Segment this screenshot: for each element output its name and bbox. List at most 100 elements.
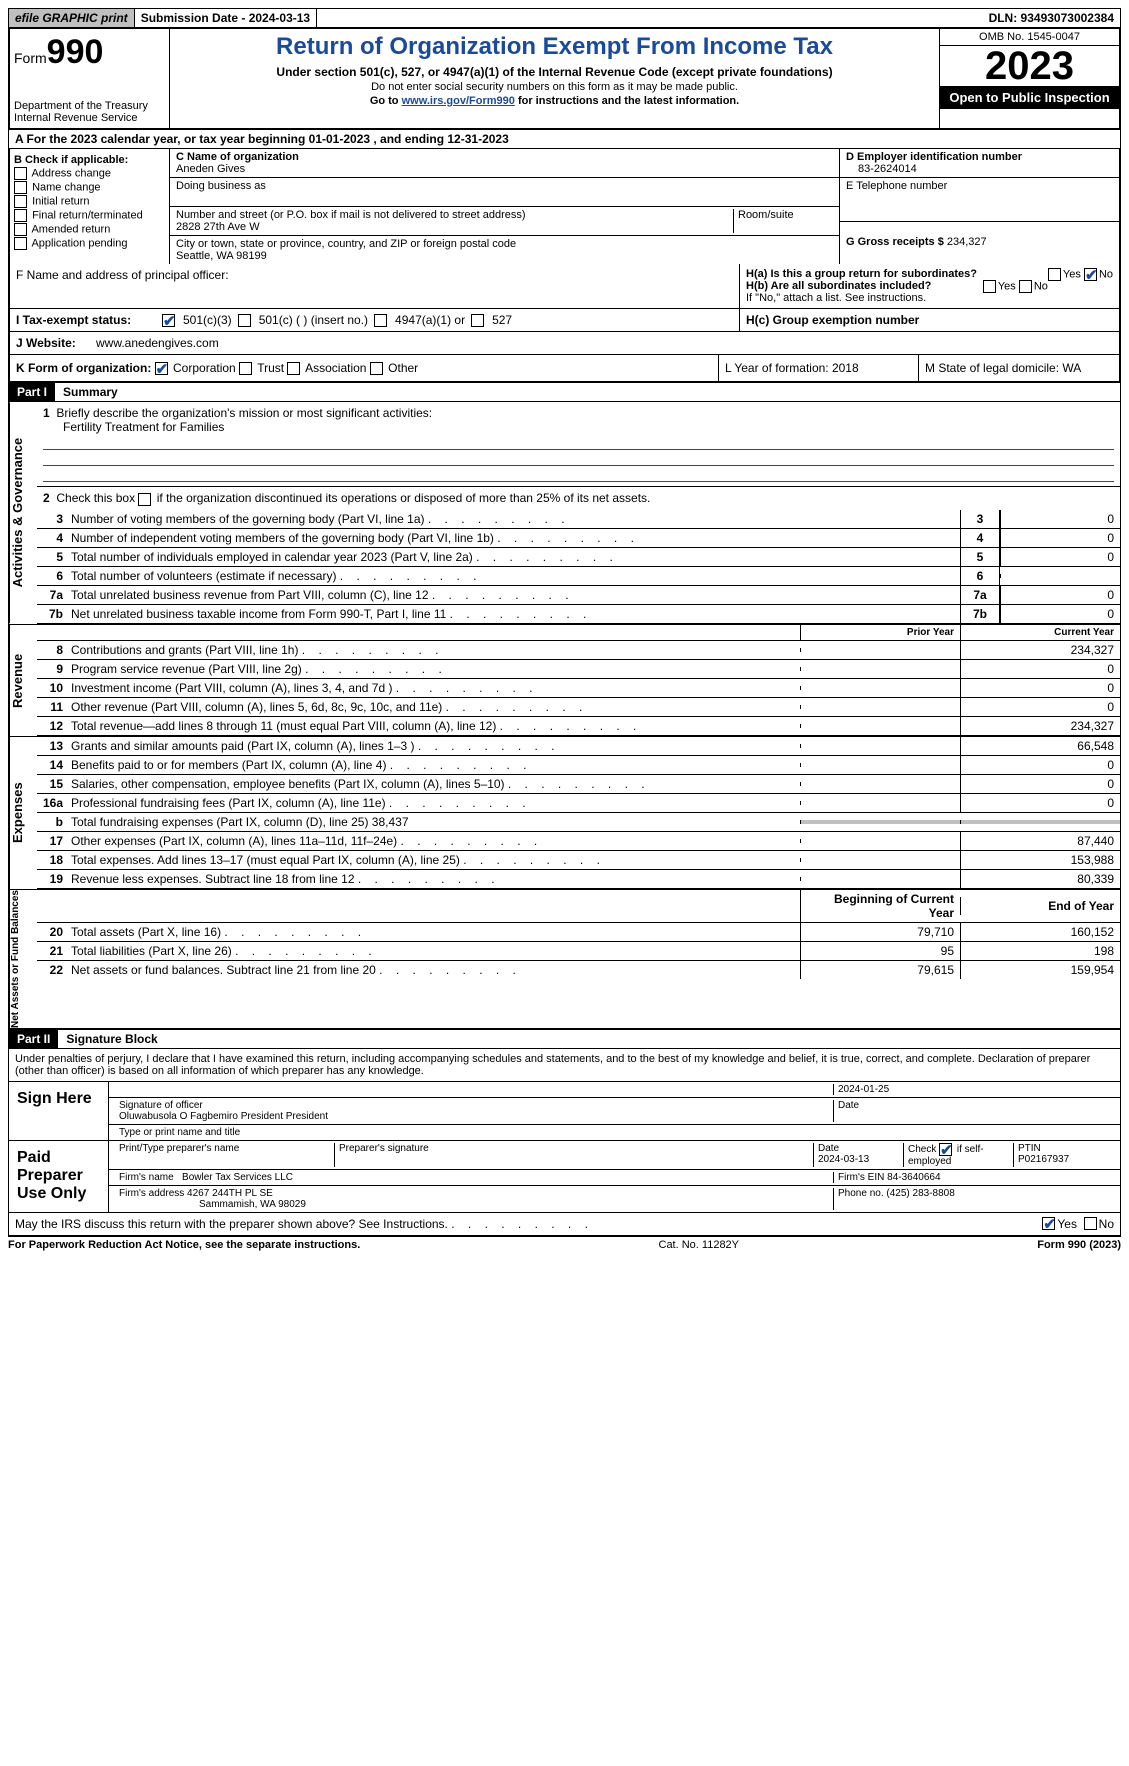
ssn-note: Do not enter social security numbers on …	[174, 81, 935, 93]
cb-discontinued[interactable]	[138, 493, 151, 506]
street-address: 2828 27th Ave W	[176, 221, 260, 233]
tax-exempt-label: I Tax-exempt status:	[16, 313, 156, 327]
cat-number: Cat. No. 11282Y	[360, 1239, 1037, 1251]
city-state-zip: Seattle, WA 98199	[176, 250, 267, 262]
org-name-label: C Name of organization	[176, 151, 299, 163]
ha-no[interactable]	[1084, 268, 1097, 281]
checkbox-address-change[interactable]	[14, 167, 27, 180]
form-year-footer: Form 990 (2023)	[1037, 1239, 1121, 1251]
revenue-section: Revenue Prior YearCurrent Year 8Contribu…	[8, 625, 1121, 737]
prep-date: 2024-03-13	[818, 1154, 869, 1165]
ptin: P02167937	[1018, 1154, 1069, 1165]
ha-yes[interactable]	[1048, 268, 1061, 281]
cb-assoc[interactable]	[287, 362, 300, 375]
sign-here-label: Sign Here	[9, 1082, 109, 1140]
irs-link[interactable]: www.irs.gov/Form990	[402, 95, 515, 107]
officer-label: F Name and address of principal officer:	[16, 268, 229, 282]
room-label: Room/suite	[738, 209, 794, 221]
goto-post: for instructions and the latest informat…	[515, 95, 739, 107]
netassets-section: Net Assets or Fund Balances Beginning of…	[8, 890, 1121, 1030]
prep-name-label: Print/Type preparer's name	[115, 1143, 335, 1167]
state-domicile: M State of legal domicile: WA	[919, 355, 1119, 381]
prep-sig-label: Preparer's signature	[335, 1143, 814, 1167]
top-bar: efile GRAPHIC print Submission Date - 20…	[8, 8, 1121, 28]
part2-title: Signature Block	[58, 1030, 165, 1048]
prior-year-hdr: Prior Year	[800, 625, 960, 640]
checkbox-name-change[interactable]	[14, 181, 27, 194]
form-title: Return of Organization Exempt From Incom…	[174, 33, 935, 61]
side-governance: Activities & Governance	[9, 402, 37, 623]
gross-receipts: 234,327	[947, 236, 987, 248]
irs-discuss-yes[interactable]	[1042, 1217, 1055, 1230]
mission-text: Fertility Treatment for Families	[43, 420, 224, 434]
cb-other[interactable]	[370, 362, 383, 375]
dba-label: Doing business as	[176, 180, 266, 192]
form-subtitle: Under section 501(c), 527, or 4947(a)(1)…	[174, 65, 935, 79]
line2-text: Check this box if the organization disco…	[56, 491, 650, 505]
expenses-section: Expenses 13Grants and similar amounts pa…	[8, 737, 1121, 890]
checkbox-final-return[interactable]	[14, 209, 27, 222]
hb-no[interactable]	[1019, 280, 1032, 293]
line-a: A For the 2023 calendar year, or tax yea…	[8, 130, 1121, 149]
side-netassets: Net Assets or Fund Balances	[9, 890, 37, 1028]
cb-trust[interactable]	[239, 362, 252, 375]
cb-corp[interactable]	[155, 362, 168, 375]
paid-preparer-label: Paid Preparer Use Only	[9, 1141, 109, 1212]
cb-501c[interactable]	[238, 314, 251, 327]
checkbox-initial-return[interactable]	[14, 195, 27, 208]
form-label: Form	[14, 50, 47, 66]
part2-header: Part II	[9, 1030, 58, 1048]
part1-title: Summary	[55, 383, 126, 401]
cb-501c3[interactable]	[162, 314, 175, 327]
form-header: Form990 Department of the Treasury Inter…	[8, 28, 1121, 130]
org-info-block: B Check if applicable: Address change Na…	[8, 149, 1121, 264]
tax-year: 2023	[940, 46, 1119, 86]
hb-label: H(b) Are all subordinates included?	[746, 280, 931, 292]
mission-label: Briefly describe the organization's miss…	[56, 406, 432, 420]
gross-receipts-label: G Gross receipts $	[846, 236, 947, 248]
cb-4947[interactable]	[374, 314, 387, 327]
telephone-label: E Telephone number	[846, 180, 947, 192]
firm-address: 4267 244TH PL SE	[187, 1188, 273, 1199]
may-irs-discuss: May the IRS discuss this return with the…	[15, 1217, 448, 1231]
city-label: City or town, state or province, country…	[176, 238, 516, 250]
dept-treasury: Department of the Treasury	[14, 100, 165, 112]
type-name-label: Type or print name and title	[115, 1127, 244, 1138]
signature-block: Under penalties of perjury, I declare th…	[8, 1049, 1121, 1236]
sig-officer-label: Signature of officer	[119, 1100, 203, 1111]
form-number: 990	[47, 33, 104, 71]
officer-name: Oluwabusola O Fagbemiro President Presid…	[119, 1111, 328, 1122]
checkbox-pending[interactable]	[14, 237, 27, 250]
ein-value: 83-2624014	[846, 163, 917, 175]
year-formation: L Year of formation: 2018	[719, 355, 919, 381]
side-expenses: Expenses	[9, 737, 37, 889]
current-year-hdr: Current Year	[960, 625, 1120, 640]
cb-527[interactable]	[471, 314, 484, 327]
goto-pre: Go to	[370, 95, 402, 107]
efile-label[interactable]: efile GRAPHIC print	[9, 9, 135, 27]
begin-year-hdr: Beginning of Current Year	[800, 890, 960, 922]
end-year-hdr: End of Year	[960, 897, 1120, 915]
ha-label: H(a) Is this a group return for subordin…	[746, 268, 977, 280]
firm-city: Sammamish, WA 98029	[119, 1199, 306, 1210]
street-label: Number and street (or P.O. box if mail i…	[176, 209, 526, 221]
hb-yes[interactable]	[983, 280, 996, 293]
hc-label: H(c) Group exemption number	[746, 313, 919, 327]
part1-header: Part I	[9, 383, 55, 401]
side-revenue: Revenue	[9, 625, 37, 736]
website-link[interactable]: www.anedengives.com	[96, 336, 219, 350]
date-label: Date	[834, 1100, 1114, 1122]
governance-section: Activities & Governance 1 Briefly descri…	[8, 402, 1121, 624]
page-footer: For Paperwork Reduction Act Notice, see …	[8, 1236, 1121, 1251]
irs-label: Internal Revenue Service	[14, 112, 165, 124]
dln: DLN: 93493073002384	[983, 9, 1120, 27]
firm-phone: (425) 283-8808	[886, 1188, 954, 1199]
irs-discuss-no[interactable]	[1084, 1217, 1097, 1230]
submission-date: Submission Date - 2024-03-13	[135, 9, 317, 27]
sig-date: 2024-01-25	[834, 1084, 1114, 1095]
checkbox-amended[interactable]	[14, 223, 27, 236]
col-b-header: B Check if applicable:	[14, 154, 165, 166]
open-inspection: Open to Public Inspection	[940, 86, 1119, 109]
cb-self-employed[interactable]	[939, 1143, 952, 1156]
website-j-label: J Website:	[10, 332, 90, 354]
